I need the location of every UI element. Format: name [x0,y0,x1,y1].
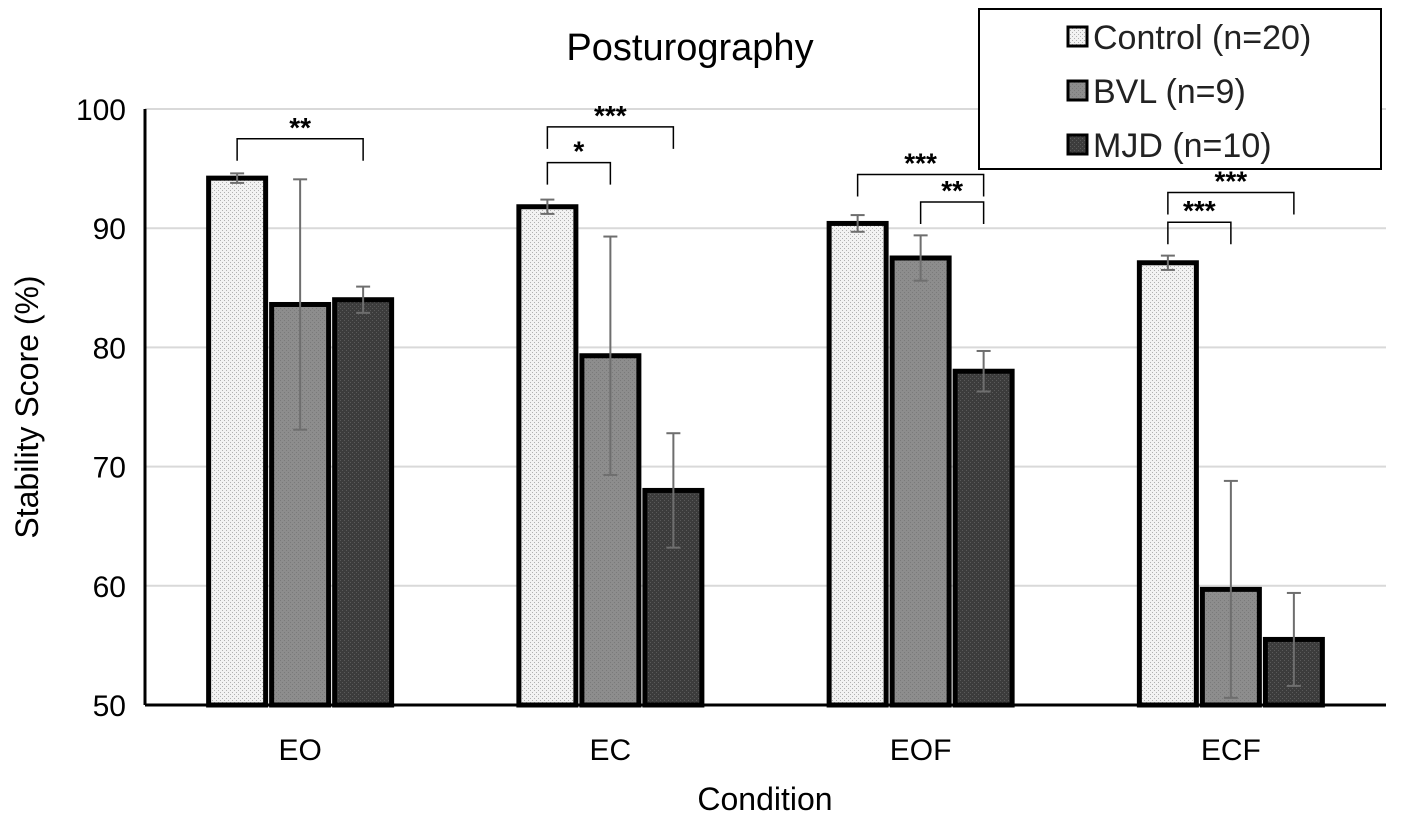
significance-bracket: *** [1167,165,1295,215]
significance-bracket: ** [236,112,364,161]
significance-label: *** [1183,195,1216,226]
legend-swatch [1066,25,1089,48]
error-bar [666,432,681,549]
x-tick-label: EOF [890,734,952,767]
legend-label: BVL (n=9) [1093,73,1246,111]
legend-label: Control (n=20) [1093,19,1311,57]
legend-box [978,8,1382,170]
bar [952,368,1015,708]
significance-bracket: * [546,136,612,185]
y-tick-label: 100 [76,94,126,127]
bars [206,175,1325,708]
error-bar [603,235,618,476]
significance-bracket: *** [546,100,675,149]
significance-label: *** [594,100,627,131]
legend: Control (n=20) BVL (n=9) MJD (n=10) [978,8,1382,170]
error-bar [230,172,245,184]
error-bars [230,172,1301,699]
legend-swatch [1066,133,1089,156]
significance-label: ** [941,175,963,206]
significance-bracket: *** [856,148,985,197]
bar [889,255,952,708]
gridlines [145,108,1386,587]
significance-label: *** [1215,165,1248,196]
bar [826,220,889,708]
y-tick-label: 90 [93,213,126,246]
chart-title: Posturography [566,27,813,69]
bar [332,297,395,708]
error-bar [356,285,371,314]
y-tick-label: 60 [93,571,126,604]
error-bar [1223,479,1238,699]
error-bar [850,214,865,233]
significance-label: * [573,136,584,167]
significance-bracket: *** [1167,195,1232,245]
y-axis-ticks: 50 60 70 80 90 100 [76,94,126,723]
x-tick-label: EC [590,734,632,767]
x-tick-label: ECF [1201,734,1261,767]
error-bar [1286,591,1301,687]
error-bar [976,349,991,393]
significance-annotations: ***************** [236,100,1295,245]
legend-label: MJD (n=10) [1093,127,1272,165]
y-tick-label: 70 [93,452,126,485]
significance-label: ** [289,112,311,143]
bar [1136,260,1199,708]
x-tick-label: EO [278,734,321,767]
significance-label: *** [904,148,937,179]
bar [516,204,579,708]
error-bar [540,198,555,215]
error-bar [1160,254,1175,271]
bar [206,175,269,708]
legend-swatch [1066,79,1089,102]
y-axis-label: Stability Score (%) [9,275,45,538]
y-tick-label: 50 [93,690,126,723]
significance-bracket: ** [919,175,985,224]
error-bar [913,234,928,282]
x-axis-ticks: EO EC EOF ECF [278,734,1260,767]
error-bar [293,178,308,431]
y-tick-label: 80 [93,332,126,365]
x-axis-label: Condition [697,781,832,817]
